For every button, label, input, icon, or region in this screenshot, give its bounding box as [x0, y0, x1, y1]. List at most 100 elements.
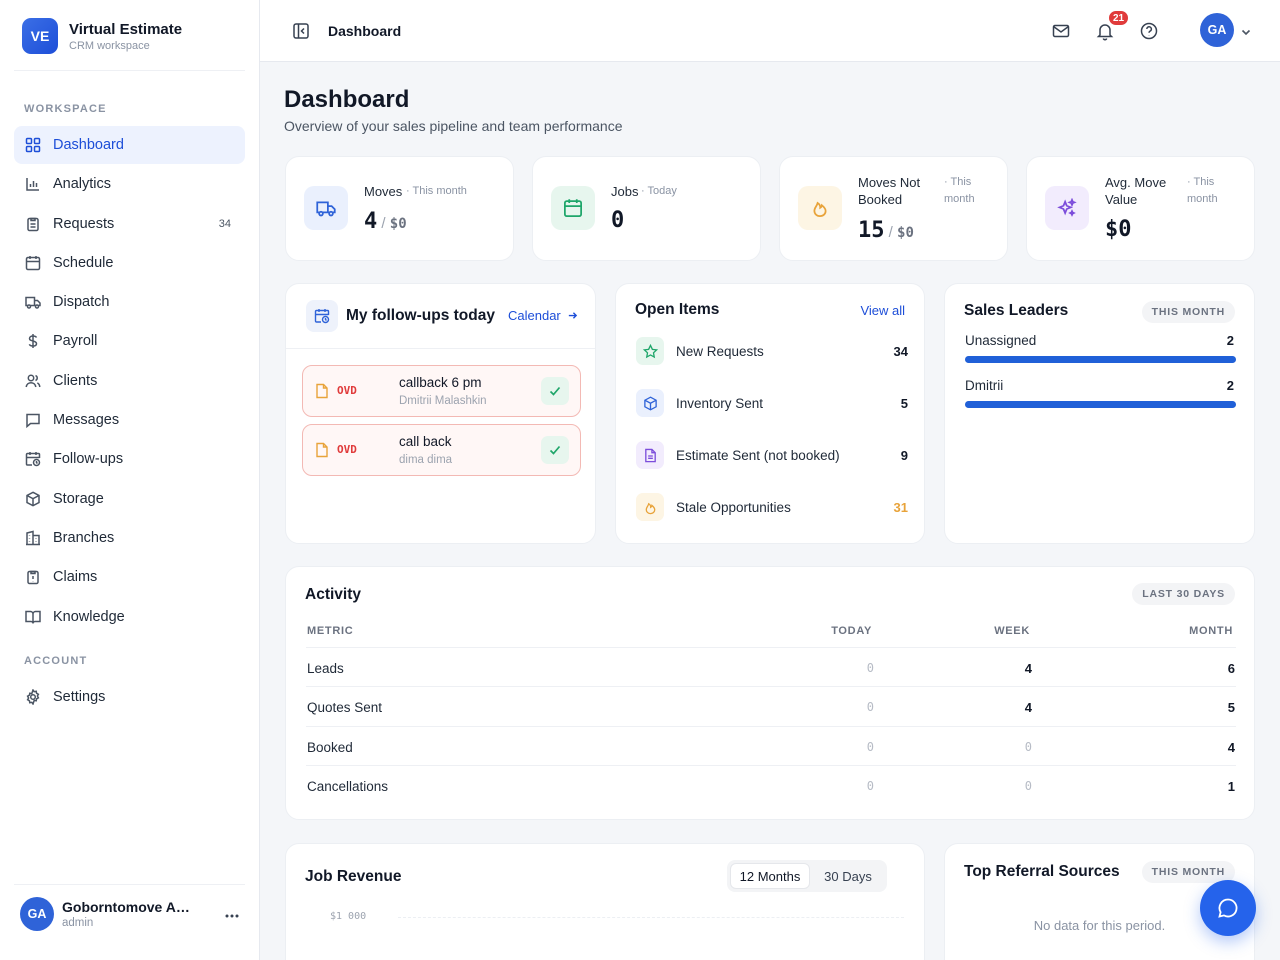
calendar-icon — [25, 255, 41, 271]
stat-card-jobs[interactable]: Jobs · Today 0 — [532, 156, 761, 261]
table-row: Booked 0 0 4 — [306, 726, 1236, 766]
requests-count-badge: 34 — [218, 217, 231, 230]
tab-30-days[interactable]: 30 Days — [824, 868, 872, 884]
open-item-label: Stale Opportunities — [676, 499, 791, 515]
brand-name: Virtual Estimate — [69, 20, 183, 38]
bar-chart-icon — [25, 176, 41, 192]
sidebar-item-analytics[interactable]: Analytics — [14, 165, 245, 203]
truck-icon — [304, 186, 348, 230]
stat-money: $0 — [897, 225, 914, 241]
user-role: admin — [62, 917, 94, 929]
today-value: 0 — [866, 740, 874, 754]
stat-count: 4 — [364, 209, 378, 234]
followups-card: My follow-ups today Calendar OVD callbac… — [285, 283, 596, 544]
account-nav: Settings — [14, 678, 245, 717]
job-revenue-title: Job Revenue — [305, 868, 402, 885]
open-item-count: 5 — [900, 395, 908, 411]
workspace-nav: Dashboard Analytics Requests 34 Schedule… — [14, 126, 245, 637]
followup-item[interactable]: OVD call back dima dima — [302, 424, 581, 476]
document-icon — [315, 383, 329, 399]
topbar: Dashboard 21 GA — [260, 0, 1280, 62]
open-items-title: Open Items — [635, 301, 720, 318]
sidebar-item-label: Storage — [53, 490, 104, 507]
sidebar-item-storage[interactable]: Storage — [14, 480, 245, 518]
period-badge: LAST 30 DAYS — [1132, 583, 1235, 605]
stat-period: · This month — [406, 185, 467, 197]
sidebar-item-knowledge[interactable]: Knowledge — [14, 598, 245, 636]
column-header-today: TODAY — [831, 625, 872, 637]
sidebar-item-claims[interactable]: Claims — [14, 558, 245, 596]
open-item-inventory-sent[interactable]: Inventory Sent 5 — [636, 388, 908, 418]
stat-card-avg-move-value[interactable]: Avg. Move Value · This month $0 — [1026, 156, 1255, 261]
week-value: 4 — [1024, 700, 1032, 715]
sidebar-item-label: Messages — [53, 412, 120, 429]
document-icon — [636, 441, 664, 469]
open-item-label: Estimate Sent (not booked) — [676, 447, 840, 463]
y-axis-tick: $1 000 — [330, 911, 367, 922]
sidebar-item-branches[interactable]: Branches — [14, 519, 245, 557]
leader-bar — [965, 356, 1236, 363]
bell-icon[interactable] — [1095, 21, 1115, 41]
page-title: Dashboard — [284, 86, 410, 113]
open-item-stale-opportunities[interactable]: Stale Opportunities 31 — [636, 492, 908, 522]
metric-name: Quotes Sent — [307, 700, 383, 715]
stat-label: Avg. Move Value — [1105, 175, 1167, 207]
view-all-link[interactable]: View all — [860, 303, 905, 318]
flame-icon — [636, 493, 664, 521]
open-item-new-requests[interactable]: New Requests 34 — [636, 336, 908, 366]
sidebar-item-follow-ups[interactable]: Follow-ups — [14, 440, 245, 478]
star-icon — [636, 337, 664, 365]
followup-tag: OVD — [337, 443, 357, 456]
clipboard-icon — [25, 216, 41, 232]
column-header-metric: METRIC — [307, 625, 354, 637]
stat-card-moves[interactable]: Moves · This month 4 / $0 — [285, 156, 514, 261]
followup-item[interactable]: OVD callback 6 pm Dmitrii Malashkin — [302, 365, 581, 417]
more-options-icon[interactable] — [220, 905, 244, 923]
stat-value: $0 — [1105, 217, 1132, 242]
sidebar-item-schedule[interactable]: Schedule — [14, 244, 245, 282]
sidebar-item-dashboard[interactable]: Dashboard — [14, 126, 245, 164]
sidebar-item-payroll[interactable]: Payroll — [14, 322, 245, 360]
metric-name: Booked — [307, 740, 353, 755]
brand[interactable]: VE Virtual Estimate CRM workspace — [22, 18, 182, 54]
table-row: Leads 0 4 6 — [306, 647, 1236, 687]
check-icon[interactable] — [541, 436, 569, 464]
sidebar-item-label: Payroll — [53, 333, 98, 350]
sidebar-item-messages[interactable]: Messages — [14, 401, 245, 439]
stat-count: 15 — [858, 218, 885, 243]
empty-state-text: No data for this period. — [1033, 918, 1166, 933]
stat-card-moves-not-booked[interactable]: Moves Not Booked · This month 15 / $0 — [779, 156, 1008, 261]
tab-12-months[interactable]: 12 Months — [730, 863, 810, 889]
sidebar-item-clients[interactable]: Clients — [14, 362, 245, 400]
avatar[interactable]: GA — [1200, 13, 1234, 47]
stat-value: 4 / $0 — [364, 209, 407, 234]
open-item-count: 31 — [893, 499, 908, 515]
calendar-link[interactable]: Calendar — [508, 308, 578, 323]
sidebar-item-requests[interactable]: Requests 34 — [14, 205, 245, 243]
job-revenue-card: Job Revenue 12 Months 30 Days $1 000 — [285, 843, 925, 960]
truck-icon — [25, 294, 41, 310]
help-icon[interactable] — [1139, 21, 1159, 41]
user-name: Goborntomove Admin — [62, 899, 197, 915]
chat-bubble-icon[interactable] — [1200, 880, 1256, 936]
sidebar-collapse-icon[interactable] — [292, 22, 310, 40]
leader-bar-fill — [965, 401, 1236, 408]
current-user[interactable]: GA Goborntomove Admin admin — [20, 897, 244, 931]
chevron-down-icon[interactable] — [1240, 25, 1252, 37]
open-item-estimate-sent[interactable]: Estimate Sent (not booked) 9 — [636, 440, 908, 470]
box-icon — [25, 491, 41, 507]
building-icon — [25, 530, 41, 546]
sidebar-item-dispatch[interactable]: Dispatch — [14, 283, 245, 321]
open-item-label: Inventory Sent — [676, 395, 764, 411]
open-item-count: 34 — [893, 343, 908, 359]
check-icon[interactable] — [541, 377, 569, 405]
sidebar-item-label: Analytics — [53, 176, 112, 193]
message-icon — [25, 412, 41, 429]
document-icon — [315, 442, 329, 458]
mail-icon[interactable] — [1051, 21, 1071, 41]
sidebar-item-settings[interactable]: Settings — [14, 678, 245, 716]
sidebar-item-label: Follow-ups — [53, 451, 124, 468]
revenue-range-toggle: 12 Months 30 Days — [727, 860, 887, 892]
calendar-clock-icon — [306, 300, 338, 332]
brand-logo: VE — [22, 18, 58, 54]
